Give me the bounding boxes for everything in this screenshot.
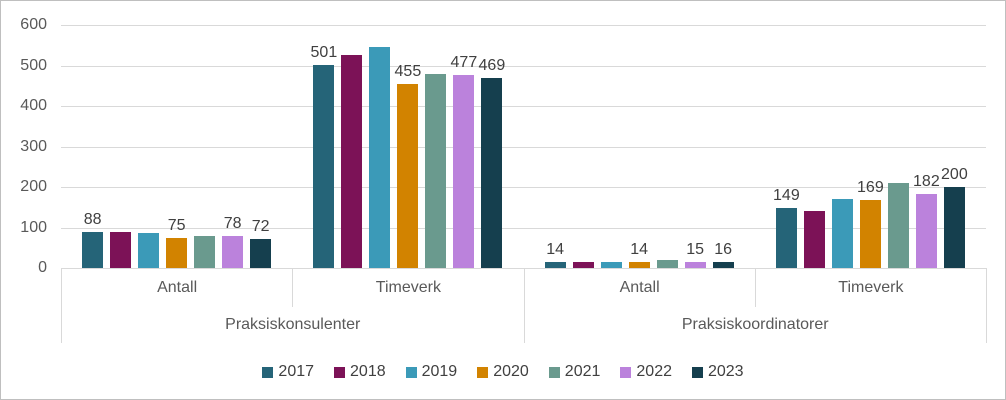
data-label: 75 xyxy=(167,216,186,234)
bar-group-praksiskonsulenter-antall: 88 75 78 72 xyxy=(61,211,292,268)
y-axis-tick-label: 100 xyxy=(20,218,47,236)
data-label: 455 xyxy=(394,62,422,80)
data-label: 182 xyxy=(913,173,940,191)
bar-2021-antall xyxy=(656,259,678,268)
y-axis-tick-label: 600 xyxy=(20,16,47,33)
bar-2018-antall xyxy=(110,232,132,268)
plot-area: 88 75 78 72 501 455 477 469 14 14 15 16 149 169 182 200 xyxy=(61,25,986,268)
bar-2022-timeverk: 182 xyxy=(913,173,940,268)
legend-item-2018: 2018 xyxy=(334,364,386,380)
bar-group-praksiskoordinatorer-antall: 14 14 15 16 xyxy=(524,241,755,268)
legend-swatch-icon xyxy=(334,366,346,378)
gridline xyxy=(61,187,986,188)
bar-2021-timeverk xyxy=(425,73,447,268)
category-label: Praksiskonsulenter xyxy=(62,307,525,343)
data-label: 200 xyxy=(941,166,968,183)
legend-swatch-icon xyxy=(477,366,489,378)
gridline xyxy=(61,106,986,107)
category-axis: Antall Timeverk Antall Timeverk Praksiskonsu… xyxy=(61,268,987,343)
bar-2017-antall: 88 xyxy=(82,211,104,268)
y-axis-tick-label: 400 xyxy=(20,97,47,114)
legend-swatch-icon xyxy=(548,366,560,378)
legend-item-2019: 2019 xyxy=(405,363,458,380)
legend-item-2017: 2017 xyxy=(262,364,314,380)
legend-label: 2021 xyxy=(564,363,601,380)
bar-2023-antall: 72 xyxy=(250,218,272,268)
bar-group-praksiskonsulenter-timeverk: 501 455 477 469 xyxy=(292,44,523,268)
legend-swatch-icon xyxy=(262,366,274,378)
bar-2023-antall: 16 xyxy=(712,241,734,268)
bar-2020-antall: 75 xyxy=(166,217,188,268)
legend-swatch-icon xyxy=(620,366,632,378)
bar-2018-timeverk xyxy=(803,211,825,268)
data-label: 169 xyxy=(857,178,884,196)
bar-2019-timeverk xyxy=(369,47,391,268)
data-label: 78 xyxy=(223,215,242,233)
y-axis-tick-label: 500 xyxy=(20,56,47,74)
subcategory-label: Timeverk xyxy=(293,269,525,307)
legend-label: 2017 xyxy=(278,363,315,380)
data-label: 14 xyxy=(546,241,565,259)
legend-label: 2022 xyxy=(636,363,672,380)
bar-group-praksiskoordinatorer-timeverk: 149 169 182 200 xyxy=(755,166,986,268)
bar-2019-antall xyxy=(138,233,160,268)
bar-2023-timeverk: 469 xyxy=(479,57,505,268)
bar-2023-timeverk: 200 xyxy=(941,166,968,268)
legend-label: 2023 xyxy=(707,363,744,380)
subcategory-label: Antall xyxy=(525,269,756,307)
data-label: 14 xyxy=(630,241,649,259)
data-label: 88 xyxy=(83,211,102,229)
legend-item-2022: 2022 xyxy=(620,364,672,380)
bar-2018-antall xyxy=(572,262,594,268)
bar-2017-antall: 14 xyxy=(544,241,566,268)
data-label: 16 xyxy=(714,240,733,258)
gridline xyxy=(61,227,986,229)
data-label: 15 xyxy=(686,240,705,258)
bar-2021-timeverk xyxy=(887,182,909,268)
legend-label: 2020 xyxy=(493,363,529,380)
y-axis-tick-label: 200 xyxy=(20,178,47,195)
legend-swatch-icon xyxy=(405,366,417,378)
bar-2019-timeverk xyxy=(831,199,853,268)
bar-2022-antall: 15 xyxy=(684,241,706,268)
gridline xyxy=(61,146,986,148)
data-label: 469 xyxy=(478,57,506,75)
gridline xyxy=(61,65,986,67)
subcategory-label: Antall xyxy=(62,269,294,307)
bar-2017-timeverk: 149 xyxy=(773,187,800,268)
data-label: 72 xyxy=(251,217,270,235)
bar-2020-antall: 14 xyxy=(628,241,650,268)
subcategory-row: Antall Timeverk Antall Timeverk xyxy=(62,269,987,307)
gridline xyxy=(61,25,986,26)
bar-2020-timeverk: 169 xyxy=(857,179,884,268)
bar-2018-timeverk xyxy=(341,55,363,268)
legend-item-2023: 2023 xyxy=(691,363,744,380)
category-row: Praksiskonsulenter Praksiskoordinatorer xyxy=(62,307,987,343)
category-label: Praksiskoordinatorer xyxy=(525,307,987,343)
subcategory-label: Timeverk xyxy=(756,269,987,307)
y-axis-tick-label: 0 xyxy=(38,259,47,276)
bar-2017-timeverk: 501 xyxy=(311,44,337,268)
bar-2022-antall: 78 xyxy=(222,215,244,268)
data-label: 149 xyxy=(773,186,800,204)
legend-item-2020: 2020 xyxy=(477,364,529,380)
bar-2020-timeverk: 455 xyxy=(395,63,421,268)
bar-2021-antall xyxy=(194,235,216,268)
legend: 2017 2018 2019 2020 2021 2022 2023 xyxy=(1,361,1005,383)
legend-item-2021: 2021 xyxy=(548,363,601,380)
bar-2019-antall xyxy=(600,262,622,268)
legend-swatch-icon xyxy=(691,366,703,378)
legend-label: 2018 xyxy=(350,363,386,380)
legend-label: 2019 xyxy=(421,363,458,380)
data-label: 477 xyxy=(450,53,478,71)
y-axis-tick-label: 300 xyxy=(20,137,47,155)
data-label: 501 xyxy=(310,44,338,62)
bar-2022-timeverk: 477 xyxy=(451,54,477,268)
